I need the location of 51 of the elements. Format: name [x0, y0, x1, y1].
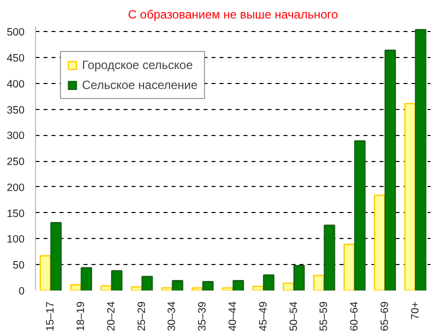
- y-tick-label: 100: [6, 234, 25, 246]
- bar: [252, 286, 264, 290]
- bar: [324, 224, 336, 290]
- x-tick-label: 20–24: [105, 301, 118, 332]
- legend-label: Сельское население: [82, 78, 198, 92]
- bar: [344, 244, 355, 290]
- bar: [313, 274, 325, 290]
- x-tick-label: 55–59: [318, 301, 330, 332]
- y-tick-label: 250: [6, 156, 25, 168]
- y-tick-label: 50: [12, 260, 25, 272]
- bar: [80, 267, 92, 290]
- bar: [111, 270, 122, 290]
- bar: [100, 285, 112, 290]
- bar: [404, 102, 416, 290]
- chart-title: С образованием не выше начального: [128, 8, 338, 22]
- bar: [282, 282, 294, 290]
- x-tick-label: 15–17: [44, 301, 57, 332]
- bar: [374, 194, 386, 290]
- x-tick-label: 45–49: [257, 301, 270, 332]
- bar: [293, 265, 305, 290]
- y-tick-label: 350: [6, 104, 25, 116]
- bar: [232, 280, 244, 290]
- bar: [414, 28, 426, 290]
- x-tick-label: 70+: [409, 302, 422, 320]
- bar: [263, 274, 274, 290]
- x-tick-label: 60–64: [348, 301, 361, 332]
- x-tick-label: 40–44: [227, 301, 239, 332]
- y-tick-label: 0: [18, 286, 25, 298]
- bar: [70, 284, 82, 290]
- bar: [40, 255, 52, 290]
- y-tick-label: 300: [6, 130, 25, 142]
- bar: [172, 280, 184, 290]
- y-tick-label: 200: [6, 182, 25, 194]
- bar: [141, 276, 153, 290]
- y-tick-label: 150: [6, 208, 25, 220]
- legend-label: Городское сельское: [82, 58, 193, 72]
- bar: [161, 287, 173, 290]
- x-tick-label: 35–39: [196, 301, 209, 332]
- y-tick-label: 450: [6, 52, 25, 65]
- x-tick-label: 50–54: [288, 301, 300, 332]
- y-tick-label: 500: [6, 26, 25, 39]
- bar: [130, 286, 142, 290]
- x-tick-label: 25–29: [136, 301, 148, 332]
- bar: [50, 222, 62, 290]
- x-tick-label: 30–34: [166, 301, 178, 332]
- y-tick-label: 400: [6, 78, 25, 90]
- bar: [354, 140, 366, 290]
- bar: [384, 50, 396, 290]
- bar: [202, 281, 214, 290]
- x-tick-label: 65–69: [378, 301, 391, 332]
- x-tick-label: 18–19: [75, 301, 88, 332]
